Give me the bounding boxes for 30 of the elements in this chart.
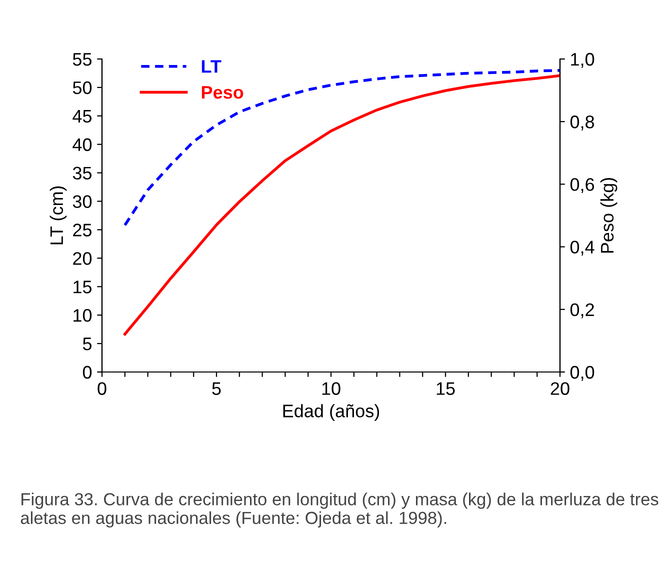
line-series [124,74,560,336]
y2-tick-label: 0,0 [570,366,594,381]
x-tick-label: 0 [98,382,106,395]
legend-label: Peso [202,86,244,99]
y-tick-label: 55 [72,53,92,66]
y2-tick-label: 0,8 [570,116,594,130]
y2-axis-title: Peso (kg) [600,178,618,253]
legend-label: LT [202,60,222,73]
y-tick-label: 40 [72,138,92,152]
y-axis-title: LT (cm) [50,186,67,244]
x-axis-title: Edad (años) [283,404,380,421]
y-tick-label: 35 [72,166,92,180]
x-tick-label: 20 [550,382,570,395]
y-tick-label: 25 [73,224,92,236]
y-tick-label: 20 [73,252,92,265]
y-tick-label: 50 [72,81,92,94]
y2-tick-label: 1,0 [571,52,594,68]
x-tick-label: 10 [322,382,340,395]
x-tick-label: 5 [212,382,221,395]
y-tick-label: 15 [74,280,92,294]
y2-tick-label: 0,6 [570,178,594,194]
y2-tick-label: 0,2 [570,303,594,318]
y-tick-label: 10 [74,309,92,322]
y-tick-label: 45 [72,110,92,123]
y-tick-label: 0 [82,366,92,379]
x-tick-label: 15 [436,382,455,395]
y-tick-label: 5 [82,338,92,350]
text: Figura 33. Curva de crecimiento en longitud (cm) y masa (kg) de la merluza de tres aletas en aguas nacionales (Fuente: Ojeda et al. 1998). [20,492,658,528]
y-tick-label: 30 [72,195,92,208]
y2-tick-label: 0,4 [570,240,594,256]
